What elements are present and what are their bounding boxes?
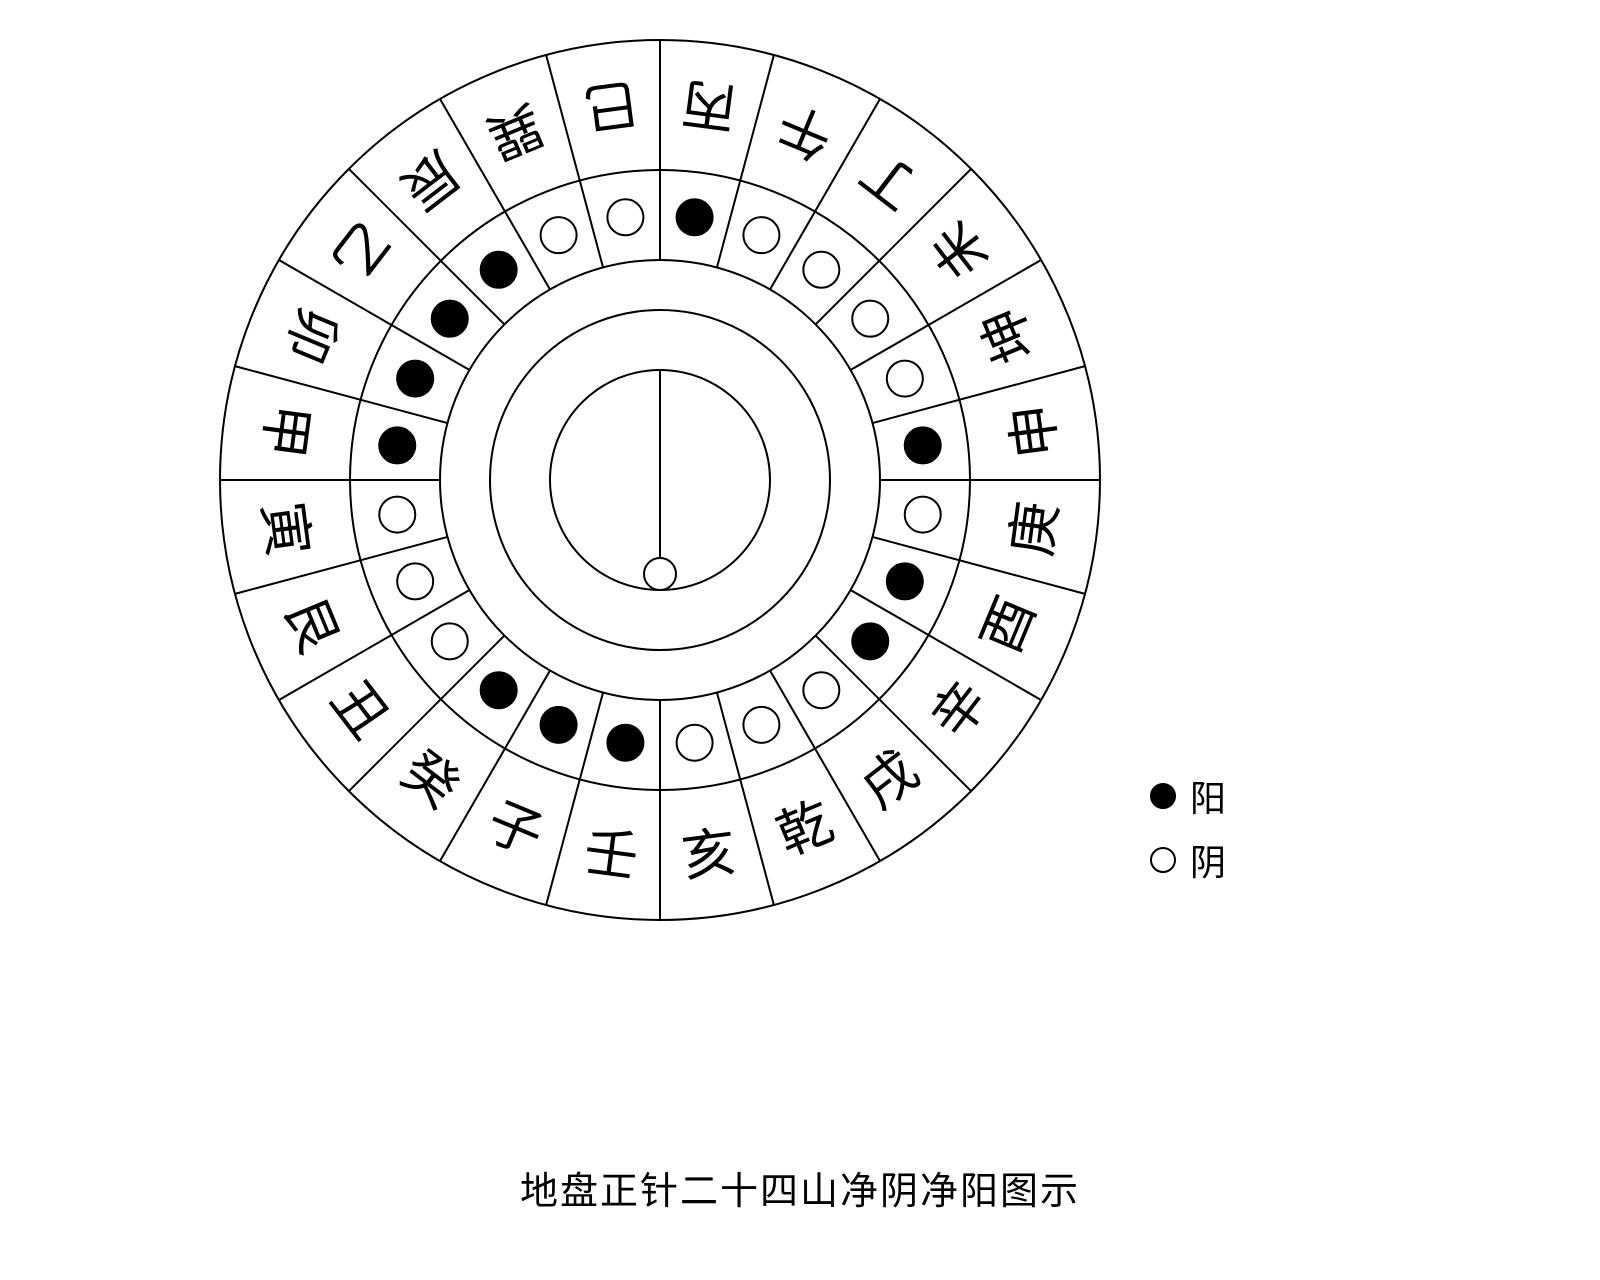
polarity-dot bbox=[905, 427, 941, 463]
legend-label-yin: 阴 bbox=[1190, 834, 1226, 886]
diagram-caption: 地盘正针二十四山净阴净阳图示 bbox=[0, 1160, 1600, 1215]
polarity-dot bbox=[887, 563, 923, 599]
polarity-dot bbox=[905, 497, 941, 533]
polarity-dot bbox=[379, 497, 415, 533]
legend-item-yin: 阴 bbox=[1150, 834, 1226, 886]
polarity-dot bbox=[397, 563, 433, 599]
polarity-dot bbox=[803, 672, 839, 708]
sector-label: 壬 bbox=[580, 824, 641, 885]
polarity-dot bbox=[743, 707, 779, 743]
polarity-dot bbox=[432, 301, 468, 337]
polarity-dot bbox=[481, 672, 517, 708]
polarity-dot bbox=[677, 725, 713, 761]
polarity-dot bbox=[541, 707, 577, 743]
polarity-dot bbox=[607, 199, 643, 235]
polarity-dot bbox=[432, 623, 468, 659]
diagram-stage: 壬子癸丑艮寅甲卯乙辰巽巳丙午丁未坤申庚酉辛戌乾亥 阳 阴 地盘正针二十四山净阴净… bbox=[0, 0, 1600, 1280]
sector-label: 寅 bbox=[255, 499, 316, 560]
polarity-dot bbox=[607, 725, 643, 761]
polarity-dot bbox=[743, 217, 779, 253]
polarity-dot bbox=[852, 623, 888, 659]
polarity-dot bbox=[887, 361, 923, 397]
polarity-dot bbox=[852, 301, 888, 337]
legend-dot-yin bbox=[1150, 847, 1176, 873]
legend-item-yang: 阳 bbox=[1150, 770, 1226, 822]
legend: 阳 阴 bbox=[1150, 770, 1226, 898]
polarity-dot bbox=[803, 252, 839, 288]
sector-label: 申 bbox=[1004, 400, 1065, 461]
polarity-dot bbox=[379, 427, 415, 463]
polarity-dot bbox=[397, 361, 433, 397]
polarity-dot bbox=[677, 199, 713, 235]
legend-label-yang: 阳 bbox=[1190, 770, 1226, 822]
sector-label: 巳 bbox=[580, 75, 641, 136]
polarity-dot bbox=[481, 252, 517, 288]
legend-dot-yang bbox=[1150, 783, 1176, 809]
sector-label: 亥 bbox=[679, 824, 740, 885]
polarity-dot bbox=[541, 217, 577, 253]
sector-label: 丙 bbox=[679, 75, 740, 136]
compass-diagram bbox=[0, 0, 1600, 1280]
sector-label: 庚 bbox=[1004, 499, 1065, 560]
sector-label: 甲 bbox=[255, 400, 316, 461]
